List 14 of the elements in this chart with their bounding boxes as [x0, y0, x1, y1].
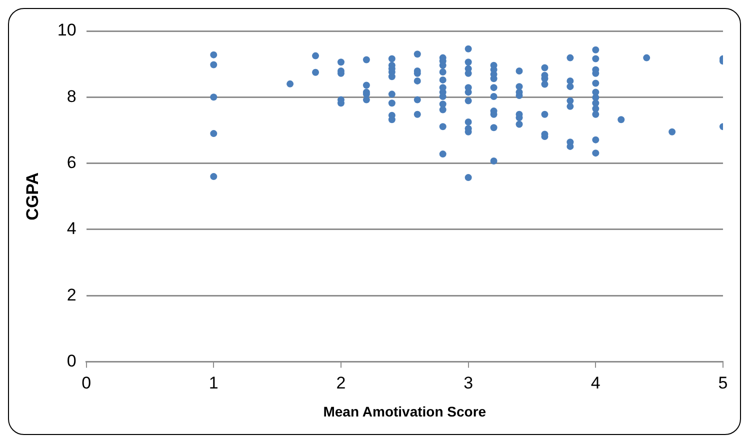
y-axis-title: CGPA	[22, 172, 42, 220]
y-tick-label: 10	[57, 20, 76, 40]
y-tick-label: 4	[66, 219, 76, 238]
x-tick-label: 1	[208, 374, 218, 393]
x-tick-label: 0	[82, 374, 92, 393]
x-tick-label: 4	[590, 374, 600, 393]
y-tick-label: 2	[66, 285, 76, 304]
x-axis-title: Mean Amotivation Score	[323, 403, 486, 420]
y-tick-label: 0	[66, 351, 76, 370]
y-tick-label: 8	[66, 86, 76, 106]
x-tick-label: 2	[336, 374, 346, 393]
x-tick-label: 3	[464, 374, 474, 393]
x-tick-label: 5	[718, 374, 728, 393]
y-tick-label: 6	[66, 153, 76, 172]
